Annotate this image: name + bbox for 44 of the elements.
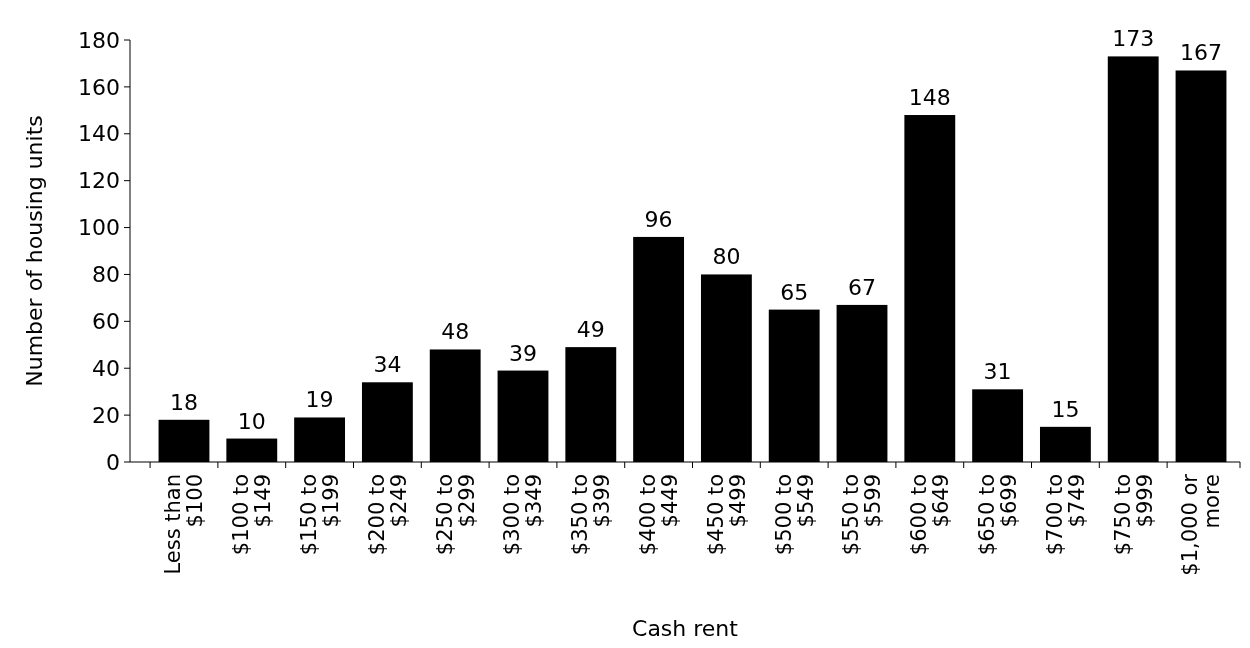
data-label: 96	[644, 206, 673, 232]
x-tick-label: $1,000 or more	[1178, 473, 1225, 576]
x-tick-label: $700 to $749	[1042, 474, 1089, 556]
x-tick-label: Less than $100	[161, 474, 208, 575]
data-label: 18	[169, 389, 198, 415]
x-tick-label: $750 to $999	[1110, 474, 1157, 556]
y-tick-label: 100	[78, 215, 120, 241]
data-label: 10	[237, 408, 266, 434]
y-tick-label: 60	[92, 309, 120, 335]
data-label: 49	[576, 317, 605, 343]
data-label: 15	[1051, 396, 1080, 422]
x-tick-label: $350 to $399	[568, 474, 615, 556]
data-label: 148	[908, 85, 951, 111]
y-tick-label: 0	[106, 449, 120, 475]
x-tick-label: $300 to $349	[500, 474, 547, 556]
data-label: 39	[509, 340, 537, 366]
data-label: 65	[780, 279, 809, 305]
data-label: 67	[848, 274, 876, 300]
y-tick-label: 140	[78, 121, 120, 147]
y-tick-label: 20	[92, 402, 120, 428]
data-label: 31	[983, 359, 1012, 385]
y-tick-label: 120	[78, 168, 120, 194]
x-axis-title: Cash rent	[632, 616, 739, 641]
y-tick-label: 160	[78, 74, 120, 100]
x-tick-label: $550 to $599	[839, 474, 886, 556]
x-tick-label: $200 to $249	[364, 474, 411, 556]
y-tick-label: 80	[92, 262, 120, 288]
data-label: 19	[305, 387, 334, 413]
y-tick-label: 40	[92, 355, 120, 381]
x-tick-label: $100 to $149	[229, 474, 276, 556]
data-label: 80	[712, 244, 741, 270]
data-label: 34	[373, 352, 402, 378]
y-axis-title: Number of housing units	[22, 115, 47, 387]
x-tick-label: $650 to $699	[974, 474, 1022, 556]
x-tick-label: $250 to $299	[432, 474, 479, 556]
x-tick-label: $450 to $499	[703, 474, 750, 556]
x-tick-label: $400 to $449	[635, 474, 682, 556]
x-tick-label: $500 to $549	[771, 474, 818, 556]
data-label: 167	[1180, 40, 1223, 66]
x-tick-label: $600 to $649	[907, 474, 954, 556]
x-tick-label: $150 to $199	[296, 474, 343, 556]
y-tick-label: 180	[78, 27, 120, 53]
data-label: 48	[441, 319, 470, 345]
data-label: 173	[1112, 26, 1155, 52]
